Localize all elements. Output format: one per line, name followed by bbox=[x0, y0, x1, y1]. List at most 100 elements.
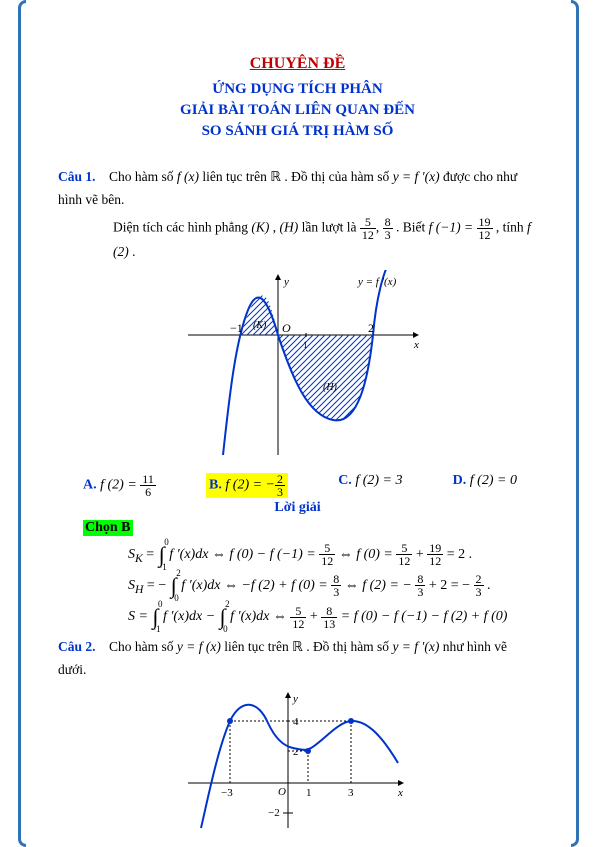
int-3b: ∫20 bbox=[220, 606, 226, 628]
fa-n: 5 bbox=[360, 216, 376, 229]
s3end: = f (0) − f (−1) − f (2) + f (0) bbox=[341, 609, 508, 624]
fb-d: 3 bbox=[383, 229, 393, 241]
fa-d: 12 bbox=[360, 229, 376, 241]
A-d: 6 bbox=[140, 486, 156, 498]
q1-t3: . Đồ thị của hàm số bbox=[284, 169, 392, 184]
q1-l2-mid: lần lượt là bbox=[302, 219, 360, 234]
i2b: 0 bbox=[174, 594, 179, 603]
s3f2n: 8 bbox=[321, 605, 337, 618]
q1-l2-pre: Diện tích các hình phẳng bbox=[113, 219, 251, 234]
q1-fm1: f (−1) = bbox=[429, 219, 473, 234]
s3f2d: 13 bbox=[321, 618, 337, 630]
q1-yfprime: y = f ′(x) bbox=[393, 169, 440, 184]
fc-d: 12 bbox=[477, 229, 493, 241]
q1-R: ℝ bbox=[270, 169, 281, 184]
q1-graph: y x −1 O 2 1 (K) (H) y = f ′(x) bbox=[58, 270, 537, 465]
q1-l2-end: , tính bbox=[496, 219, 527, 234]
chon-b-badge: Chọn B bbox=[83, 520, 133, 536]
sh: S bbox=[128, 578, 135, 593]
int-1: ∫0−1 bbox=[159, 544, 165, 566]
s1p: + bbox=[416, 547, 427, 562]
skk: K bbox=[135, 552, 143, 565]
page-content: CHUYÊN ĐỀ ỨNG DỤNG TÍCH PHÂN GIẢI BÀI TO… bbox=[38, 0, 559, 847]
s1mid: ⇔ f (0) = bbox=[339, 547, 397, 562]
i1t: 0 bbox=[164, 538, 169, 547]
s2mid: ⇔ f (2) = − bbox=[345, 578, 412, 593]
page-border-right bbox=[571, 0, 579, 847]
q1-text: Cho hàm số f (x) liên tục trên ℝ . Đồ th… bbox=[58, 169, 517, 207]
sol-line-3: S = ∫0−1 f ′(x)dx − ∫20 f ′(x)dx ⇔ 512 +… bbox=[128, 602, 537, 631]
int-2: ∫20 bbox=[171, 575, 177, 597]
fc-n: 19 bbox=[477, 216, 493, 229]
tick-minus1: −1 bbox=[230, 321, 243, 335]
sh-eq: = − bbox=[147, 578, 166, 593]
A-n: 11 bbox=[140, 473, 156, 486]
q2-yt-4: 4 bbox=[293, 716, 299, 728]
i4t: 2 bbox=[225, 600, 230, 609]
B-expr: f (2) = − bbox=[225, 478, 275, 493]
page-border-left bbox=[18, 0, 26, 847]
pt-1 bbox=[227, 718, 233, 724]
s2p: + 2 = − bbox=[429, 578, 470, 593]
s1f2d: 12 bbox=[396, 555, 412, 567]
s2f1d: 3 bbox=[331, 586, 341, 598]
q2-t2: liên tục trên bbox=[224, 639, 292, 654]
header-subtitle-2: GIẢI BÀI TOÁN LIÊN QUAN ĐẾN bbox=[58, 100, 537, 121]
tick-2: 2 bbox=[368, 321, 374, 335]
i3b: −1 bbox=[151, 625, 161, 634]
q2-yfx: y = f (x) bbox=[177, 639, 221, 654]
shh: H bbox=[135, 583, 143, 596]
origin-O: O bbox=[282, 321, 291, 335]
C-lbl: C. bbox=[338, 473, 352, 488]
H-label: (H) bbox=[323, 382, 338, 393]
integ3a: f ′(x)dx − bbox=[163, 609, 219, 624]
s2f2d: 3 bbox=[415, 586, 425, 598]
q2-graph-svg: y x O −3 1 3 4 2 −2 bbox=[183, 688, 413, 833]
solution-header: Lời giải bbox=[58, 500, 537, 516]
D-lbl: D. bbox=[453, 473, 467, 488]
q1-frac-a: 512 bbox=[360, 216, 376, 241]
pt-3 bbox=[348, 718, 354, 724]
q1-frac-c: 1912 bbox=[477, 216, 493, 241]
header-topic: CHUYÊN ĐỀ bbox=[58, 55, 537, 73]
header-subtitle-3: SO SÁNH GIÁ TRỊ HÀM SỐ bbox=[58, 121, 537, 142]
header-subtitle-1: ỨNG DỤNG TÍCH PHÂN bbox=[58, 79, 537, 100]
A-lbl: A. bbox=[83, 478, 97, 493]
sk: S bbox=[128, 547, 135, 562]
document-header: CHUYÊN ĐỀ ỨNG DỤNG TÍCH PHÂN GIẢI BÀI TO… bbox=[58, 55, 537, 142]
K-label: (K) bbox=[253, 320, 267, 331]
q1-t2: liên tục trên bbox=[202, 169, 270, 184]
q1-l2-mid2: . Biết bbox=[396, 219, 429, 234]
sol-line-2: SH = − ∫20 f ′(x)dx ⇔ −f (2) + f (0) = 8… bbox=[128, 571, 537, 602]
answer-A: A. f (2) = 116 bbox=[83, 473, 156, 498]
answer-C: C. f (2) = 3 bbox=[338, 473, 402, 498]
i3t: 0 bbox=[158, 600, 163, 609]
fb-n: 8 bbox=[383, 216, 393, 229]
pt-2 bbox=[305, 748, 311, 754]
q1-answers: A. f (2) = 116 B. f (2) = −23 C. f (2) =… bbox=[83, 473, 517, 498]
q2-yfprime: y = f ′(x) bbox=[392, 639, 439, 654]
i2t: 2 bbox=[176, 569, 181, 578]
q2-R: ℝ bbox=[292, 639, 303, 654]
s3p: + bbox=[310, 609, 321, 624]
integ1: f ′(x)dx ⇔ f (0) − f (−1) = bbox=[169, 547, 319, 562]
s1f3d: 12 bbox=[427, 555, 443, 567]
A-expr: f (2) = bbox=[100, 478, 140, 493]
q1-label: Câu 1. bbox=[58, 169, 96, 184]
q2-label: Câu 2. bbox=[58, 639, 96, 654]
question-1-line2: Diện tích các hình phẳng (K) , (H) lần l… bbox=[58, 216, 537, 264]
s2dot: . bbox=[487, 578, 491, 593]
s1f1d: 12 bbox=[319, 555, 335, 567]
D-expr: f (2) = 0 bbox=[470, 473, 517, 488]
q1-frac-b: 83 bbox=[383, 216, 393, 241]
q1-fx: f (x) bbox=[177, 169, 199, 184]
q1-t1: Cho hàm số bbox=[109, 169, 177, 184]
s2f3d: 3 bbox=[474, 586, 484, 598]
q2-xt-1: 1 bbox=[306, 787, 312, 799]
s3f1n: 5 bbox=[290, 605, 306, 618]
y-axis-label: y bbox=[283, 276, 289, 288]
i4b: 0 bbox=[223, 625, 228, 634]
q1-solution: SK = ∫0−1 f ′(x)dx ⇔ f (0) − f (−1) = 51… bbox=[128, 540, 537, 632]
q2-yt-m2: −2 bbox=[268, 807, 280, 819]
q2-xt-3: 3 bbox=[348, 787, 354, 799]
